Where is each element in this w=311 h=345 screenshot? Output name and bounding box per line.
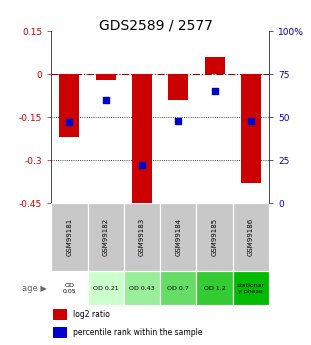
Text: GSM99185: GSM99185: [211, 218, 218, 256]
Bar: [51, 203, 88, 271]
Text: log2 ratio: log2 ratio: [73, 310, 110, 319]
Bar: [160, 271, 197, 305]
Text: stationar
y phase: stationar y phase: [237, 283, 265, 294]
Bar: [132, 74, 152, 206]
Bar: [88, 271, 124, 305]
Text: GSM99181: GSM99181: [67, 218, 72, 256]
Point: [140, 162, 145, 168]
Bar: [233, 271, 269, 305]
Point: [67, 120, 72, 125]
Bar: [53, 309, 67, 320]
Bar: [88, 203, 124, 271]
Text: GSM99184: GSM99184: [175, 218, 181, 256]
Bar: [197, 203, 233, 271]
Bar: [205, 57, 225, 74]
Bar: [124, 271, 160, 305]
Text: OD 0.43: OD 0.43: [129, 286, 155, 291]
Bar: [168, 74, 188, 100]
Text: GSM99182: GSM99182: [103, 218, 109, 256]
Text: OD
0.05: OD 0.05: [63, 283, 76, 294]
Text: GDS2589 / 2577: GDS2589 / 2577: [99, 19, 212, 33]
Bar: [51, 271, 88, 305]
Text: OD 1.2: OD 1.2: [204, 286, 225, 291]
Bar: [241, 74, 261, 183]
Bar: [197, 271, 233, 305]
Point: [212, 89, 217, 94]
Bar: [233, 203, 269, 271]
Point: [103, 97, 108, 103]
Text: GSM99183: GSM99183: [139, 218, 145, 256]
Text: OD 0.21: OD 0.21: [93, 286, 118, 291]
Text: percentile rank within the sample: percentile rank within the sample: [73, 328, 202, 337]
Bar: [96, 74, 116, 80]
Point: [176, 118, 181, 124]
Point: [248, 118, 253, 124]
Text: OD 0.7: OD 0.7: [167, 286, 189, 291]
Text: age ▶: age ▶: [22, 284, 47, 293]
Text: GSM99186: GSM99186: [248, 218, 254, 256]
Bar: [160, 203, 197, 271]
Bar: [59, 74, 79, 137]
Bar: [124, 203, 160, 271]
Bar: [53, 327, 67, 338]
